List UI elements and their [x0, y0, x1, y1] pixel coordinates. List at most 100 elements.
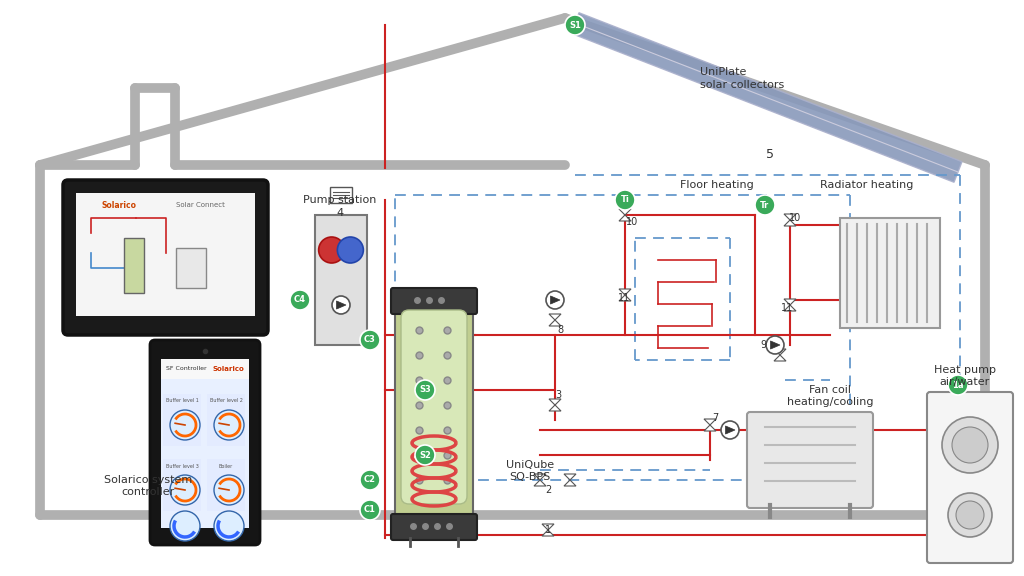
Polygon shape	[542, 530, 554, 536]
FancyBboxPatch shape	[150, 340, 260, 545]
Bar	[176, 248, 206, 288]
Polygon shape	[784, 220, 796, 226]
Circle shape	[546, 291, 564, 309]
Text: 7: 7	[712, 413, 718, 423]
Bar	[207, 394, 245, 446]
Circle shape	[766, 336, 784, 354]
Text: Tr: Tr	[761, 200, 770, 210]
Circle shape	[415, 380, 435, 400]
Text: Fan coil: Fan coil	[809, 385, 851, 395]
Polygon shape	[618, 289, 631, 295]
Text: Solarico system: Solarico system	[103, 475, 193, 485]
Text: 4: 4	[337, 208, 344, 218]
Polygon shape	[551, 296, 560, 304]
Text: S1: S1	[569, 21, 581, 29]
Polygon shape	[784, 299, 796, 305]
Text: 9: 9	[760, 340, 766, 350]
Polygon shape	[564, 480, 575, 486]
Text: C1: C1	[364, 506, 376, 514]
Text: 10: 10	[788, 213, 801, 223]
Text: C4: C4	[294, 295, 306, 305]
Circle shape	[214, 410, 244, 440]
Polygon shape	[571, 13, 962, 182]
Bar	[840, 218, 940, 328]
Circle shape	[360, 330, 380, 350]
Text: controller: controller	[122, 487, 175, 497]
Circle shape	[318, 237, 345, 263]
Text: heating/cooling: heating/cooling	[786, 397, 873, 407]
Bar	[76, 193, 255, 316]
Polygon shape	[549, 399, 561, 405]
Text: SF Controller: SF Controller	[166, 366, 207, 372]
Circle shape	[721, 421, 739, 439]
Polygon shape	[784, 305, 796, 311]
Circle shape	[942, 417, 998, 473]
Bar	[124, 238, 144, 293]
Circle shape	[214, 475, 244, 505]
Text: 11: 11	[781, 303, 794, 313]
Text: Pump station: Pump station	[303, 195, 377, 205]
Bar	[163, 394, 201, 446]
FancyBboxPatch shape	[746, 412, 873, 508]
Text: 3: 3	[555, 390, 561, 400]
Polygon shape	[618, 215, 631, 221]
Polygon shape	[337, 301, 346, 309]
Text: Heat pump: Heat pump	[934, 365, 996, 375]
Polygon shape	[542, 524, 554, 530]
Polygon shape	[549, 314, 561, 320]
Bar	[395, 308, 473, 520]
Bar	[161, 359, 249, 528]
Text: UniQube: UniQube	[506, 460, 554, 470]
Polygon shape	[618, 295, 631, 301]
Bar	[330, 187, 352, 203]
Polygon shape	[618, 209, 631, 215]
Text: 10: 10	[626, 217, 638, 227]
Polygon shape	[774, 355, 786, 361]
Circle shape	[214, 511, 244, 541]
Polygon shape	[784, 214, 796, 220]
Text: C2: C2	[364, 476, 376, 484]
Polygon shape	[774, 349, 786, 355]
Bar	[207, 459, 245, 511]
Polygon shape	[534, 474, 546, 480]
Text: air/water: air/water	[940, 377, 990, 387]
Polygon shape	[725, 426, 735, 434]
Circle shape	[415, 445, 435, 465]
Circle shape	[360, 470, 380, 490]
Text: Buffer level 1: Buffer level 1	[166, 399, 199, 404]
Circle shape	[170, 410, 200, 440]
FancyBboxPatch shape	[63, 180, 268, 335]
Circle shape	[290, 290, 310, 310]
Text: Floor heating: Floor heating	[680, 180, 754, 190]
Circle shape	[360, 500, 380, 520]
Text: Buffer level 2: Buffer level 2	[210, 399, 243, 404]
Text: UniPlate: UniPlate	[700, 67, 746, 77]
Text: Radiator heating: Radiator heating	[820, 180, 913, 190]
Text: 1: 1	[545, 525, 551, 535]
Text: Solarico: Solarico	[101, 200, 136, 210]
FancyBboxPatch shape	[391, 288, 477, 314]
FancyBboxPatch shape	[391, 514, 477, 540]
Circle shape	[332, 296, 350, 314]
Text: Solar Connect: Solar Connect	[176, 202, 225, 208]
Text: Solarico: Solarico	[212, 366, 244, 372]
Polygon shape	[549, 405, 561, 411]
Bar	[163, 459, 201, 511]
Polygon shape	[705, 425, 716, 431]
Circle shape	[170, 475, 200, 505]
Text: Ti: Ti	[621, 195, 630, 204]
Polygon shape	[549, 320, 561, 326]
Text: Boiler: Boiler	[219, 464, 233, 468]
Polygon shape	[705, 419, 716, 425]
Circle shape	[956, 501, 984, 529]
Text: S2: S2	[419, 450, 431, 460]
Text: solar collectors: solar collectors	[700, 80, 784, 90]
Circle shape	[565, 15, 585, 35]
Text: Buffer level 3: Buffer level 3	[166, 464, 199, 468]
Text: 1a: 1a	[952, 381, 964, 389]
Circle shape	[948, 493, 992, 537]
Text: 2: 2	[545, 485, 551, 495]
Text: 5: 5	[766, 149, 774, 161]
Circle shape	[615, 190, 635, 210]
Bar	[161, 359, 249, 379]
